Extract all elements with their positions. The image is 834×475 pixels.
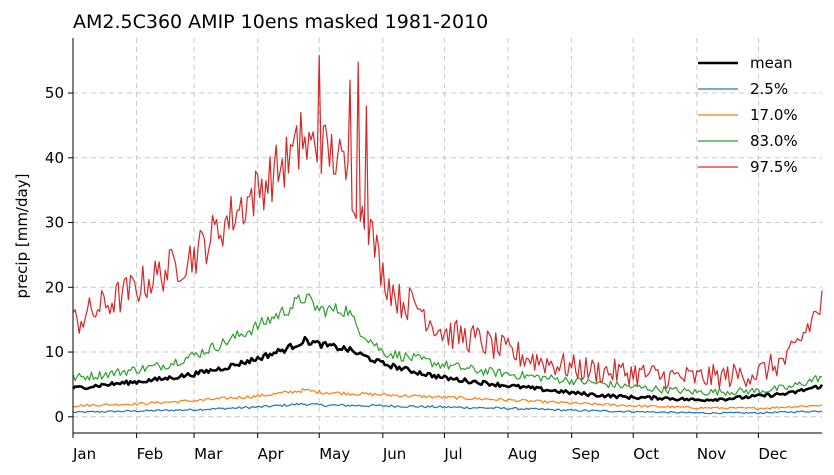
x-tick-label: Nov — [697, 445, 726, 463]
legend: mean 2.5% 17.0% 83.0% 97.5% — [698, 54, 798, 176]
y-ticks: 0 10 20 30 40 50 — [45, 84, 73, 426]
x-tick-label: Aug — [508, 445, 537, 463]
x-tick-label: Apr — [258, 445, 285, 463]
series-line-2-5pct — [72, 402, 823, 415]
legend-label: 83.0% — [750, 132, 798, 150]
x-tick-label: Jun — [382, 445, 406, 463]
series-line-97-5pct — [72, 54, 823, 390]
series-layer — [72, 54, 824, 415]
y-tick-label: 10 — [45, 343, 64, 361]
x-tick-label: Oct — [633, 445, 659, 463]
y-tick-label: 0 — [54, 408, 64, 426]
x-tick-label: Sep — [572, 445, 600, 463]
legend-label: 97.5% — [750, 158, 798, 176]
series-line-mean — [72, 335, 824, 403]
y-axis-label: precip [mm/day] — [13, 174, 31, 299]
y-tick-label: 50 — [45, 84, 64, 102]
x-tick-label: Mar — [194, 445, 223, 463]
x-ticks: Jan Feb Mar Apr May Jun Jul Aug Sep Oct Nov Dec — [72, 433, 787, 463]
x-tick-label: Jul — [443, 445, 462, 463]
x-tick-label: Jan — [72, 445, 96, 463]
chart-title: AM2.5C360 AMIP 10ens masked 1981-2010 — [73, 11, 488, 33]
series-line-83-0pct — [72, 293, 823, 396]
x-tick-label: Dec — [758, 445, 787, 463]
y-tick-label: 20 — [45, 278, 64, 296]
y-tick-label: 30 — [45, 214, 64, 232]
legend-label: mean — [750, 54, 793, 72]
legend-label: 2.5% — [750, 80, 788, 98]
y-tick-label: 40 — [45, 149, 64, 167]
x-tick-label: Feb — [137, 445, 164, 463]
x-tick-label: May — [319, 445, 350, 463]
series-line-17-0pct — [72, 388, 823, 410]
grid — [72, 38, 822, 433]
legend-label: 17.0% — [750, 106, 798, 124]
